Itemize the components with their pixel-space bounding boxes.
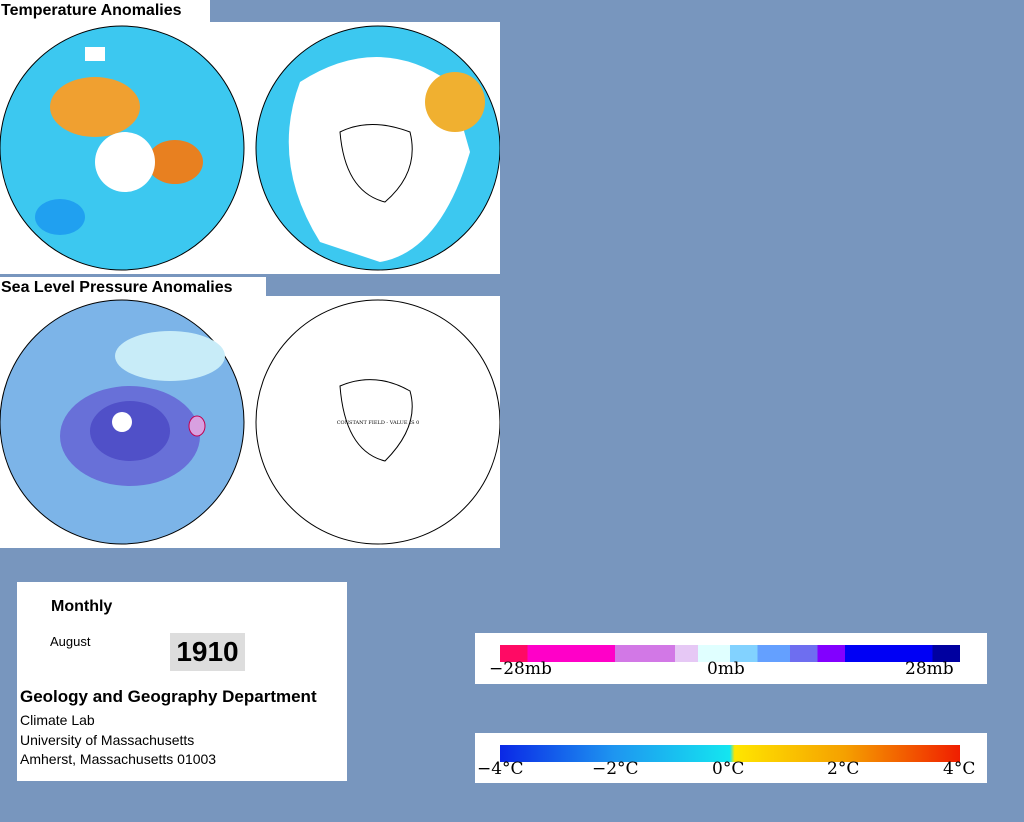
constant-field-note: CONSTANT FIELD - VALUE IS 0	[337, 420, 420, 426]
year: 1910	[170, 633, 245, 671]
department: Geology and Geography Department	[20, 687, 317, 706]
temperature-scale-label: 2°C	[827, 759, 860, 779]
pressure-scale-label: 0mb	[707, 659, 745, 679]
month: August	[50, 634, 91, 649]
pressure-colorbar: −28mb 0mb 28mb	[475, 633, 987, 684]
pressure-scale-label: 28mb	[905, 659, 954, 679]
university: University of Massachusetts	[20, 732, 195, 748]
pressure-gradient	[500, 645, 960, 662]
address: Amherst, Massachusetts 01003	[20, 751, 217, 767]
temperature-scale-label: 4°C	[943, 759, 976, 779]
lab: Climate Lab	[20, 712, 95, 728]
pressure-scale-label: −28mb	[489, 659, 552, 679]
temperature-scale-label: 0°C	[712, 759, 745, 779]
temperature-gradient	[500, 745, 960, 762]
temperature-scale-label: −4°C	[477, 759, 524, 779]
info-box: Monthly August 1910 Geology and Geograph…	[17, 582, 347, 781]
temperature-colorbar: −4°C −2°C 0°C 2°C 4°C	[475, 733, 987, 783]
pressure-maps: CONSTANT FIELD - VALUE IS 0	[0, 296, 500, 548]
temperature-scale-label: −2°C	[592, 759, 639, 779]
temperature-title: Temperature Anomalies	[0, 0, 210, 22]
period: Monthly	[51, 598, 113, 615]
pressure-title: Sea Level Pressure Anomalies	[0, 277, 266, 299]
temperature-maps	[0, 22, 500, 274]
